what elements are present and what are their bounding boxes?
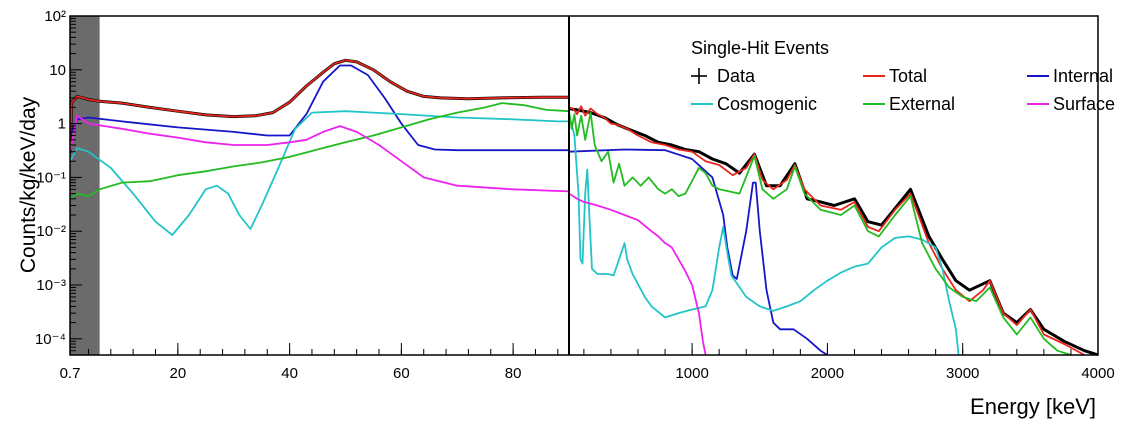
series-internal-high <box>569 148 829 355</box>
x-tick-label: 2000 <box>811 365 844 382</box>
x-tick-label: 3000 <box>946 365 979 382</box>
x-tick-label: 20 <box>170 365 187 382</box>
series-cosmogenic-low <box>70 110 569 236</box>
series-total-high <box>569 105 1086 355</box>
series-surface-high <box>569 192 707 355</box>
x-tick-label: 60 <box>393 365 410 382</box>
x-tick-label: 4000 <box>1081 365 1114 382</box>
y-tick-label: 10⁻³ <box>36 277 66 294</box>
y-tick-label: 10⁻⁴ <box>35 331 66 348</box>
legend-title: Single-Hit Events <box>691 38 829 58</box>
axes: 10⁻⁴ 10⁻³ 10⁻² 10⁻¹ 1 10 10² 0.7 20 40 60 80 1000 200… <box>35 8 1115 382</box>
series-external-low <box>70 102 569 200</box>
series-surface-low <box>70 114 569 193</box>
series-total-low <box>70 59 569 153</box>
y-tick-label: 1 <box>58 116 66 133</box>
y-tick-label: 10 <box>49 62 66 79</box>
x-tick-label: 0.7 <box>60 365 81 382</box>
series-data-high <box>569 107 1098 355</box>
legend-label-external: External <box>889 94 955 114</box>
x-tick-label: 1000 <box>675 365 708 382</box>
y-tick-label: 10⁻² <box>36 223 66 240</box>
x-tick-label: 80 <box>505 365 522 382</box>
legend: Single-Hit Events Data Total Internal Cosmo… <box>691 38 1115 114</box>
legend-label-internal: Internal <box>1053 66 1113 86</box>
low-energy-panel-curves <box>70 58 569 236</box>
x-axis-label: Energy [keV] <box>970 394 1096 419</box>
legend-label-surface: Surface <box>1053 94 1115 114</box>
series-internal-low <box>70 64 569 152</box>
legend-label-total: Total <box>889 66 927 86</box>
plot-frame <box>69 15 1099 356</box>
series-cosmogenic-high <box>569 113 960 355</box>
series-external-high <box>569 110 1072 355</box>
legend-label-data: Data <box>717 66 756 86</box>
legend-label-cosmogenic: Cosmogenic <box>717 94 817 114</box>
y-tick-label: 10⁻¹ <box>36 169 66 186</box>
y-axis-label: Counts/kg/keV/day <box>17 96 40 273</box>
x-tick-label: 40 <box>281 365 298 382</box>
high-energy-panel-curves <box>569 105 1098 355</box>
y-tick-label: 10² <box>44 8 66 25</box>
